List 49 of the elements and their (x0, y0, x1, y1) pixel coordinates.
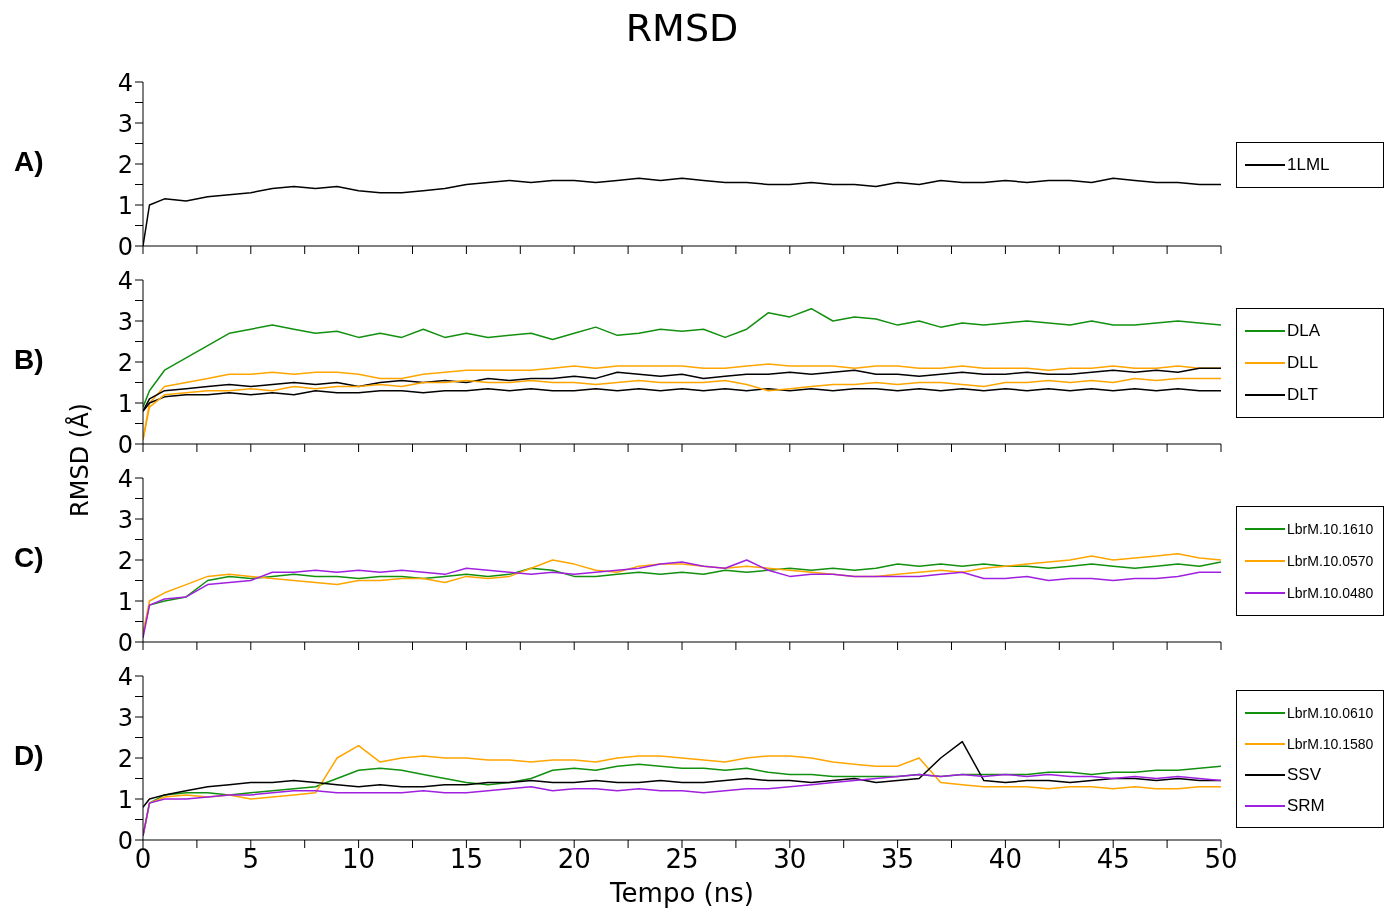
legend-label: DLA (1287, 321, 1321, 341)
x-tick-label: 50 (1204, 844, 1238, 875)
x-tick-label: 15 (449, 844, 483, 875)
y-tick-label: 4 (117, 464, 133, 493)
y-tick-label: 2 (117, 348, 133, 377)
legend-label: DLL (1287, 353, 1319, 373)
legend-label: LbrM.10.0610 (1287, 704, 1374, 721)
y-tick-label: 1 (117, 389, 133, 418)
legend-label: DLT (1287, 385, 1318, 405)
y-tick-label: 2 (117, 546, 133, 575)
legend-label: LbrM.10.1610 (1287, 521, 1374, 537)
x-tick-label: 45 (1096, 844, 1130, 875)
x-tick-label: 5 (242, 844, 260, 875)
y-tick-label: 0 (117, 232, 133, 261)
legend-label: SRM (1287, 795, 1325, 816)
y-tick-label: 3 (117, 505, 133, 534)
x-axis-title: Tempo (ns) (609, 878, 754, 908)
y-tick-label: 4 (117, 662, 133, 691)
y-axis-title: RMSD (Å) (66, 403, 94, 517)
text: A) (14, 146, 44, 178)
legend-label: LbrM.10.0480 (1287, 585, 1374, 601)
x-tick-label: 30 (773, 844, 807, 875)
y-tick-label: 2 (117, 150, 133, 179)
y-tick-label: 1 (117, 785, 133, 814)
text: D) (14, 740, 44, 772)
text: C) (14, 542, 44, 574)
y-tick-label: 2 (117, 744, 133, 773)
legend-label: LbrM.10.1580 (1287, 735, 1374, 752)
y-tick-label: 1 (117, 587, 133, 616)
x-tick-label: 20 (557, 844, 591, 875)
y-tick-label: 0 (117, 826, 133, 855)
y-tick-label: 3 (117, 109, 133, 138)
x-tick-label: 25 (665, 844, 699, 875)
line-series (143, 307, 1221, 408)
chart-title: RMSD (624, 6, 740, 50)
y-tick-label: 0 (117, 430, 133, 459)
y-tick-label: 4 (117, 68, 133, 97)
x-tick-label: 40 (988, 844, 1022, 875)
text: B) (14, 344, 44, 376)
y-tick-label: 4 (117, 266, 133, 295)
x-tick-label: 35 (881, 844, 915, 875)
y-tick-label: 0 (117, 628, 133, 657)
legend-label: LbrM.10.0570 (1287, 553, 1374, 569)
y-tick-label: 1 (117, 191, 133, 220)
y-tick-label: 3 (117, 703, 133, 732)
legend-label: 1LML (1287, 155, 1330, 175)
x-tick-label: 10 (342, 844, 376, 875)
legend-label: SSV (1287, 764, 1322, 785)
y-tick-label: 3 (117, 307, 133, 336)
